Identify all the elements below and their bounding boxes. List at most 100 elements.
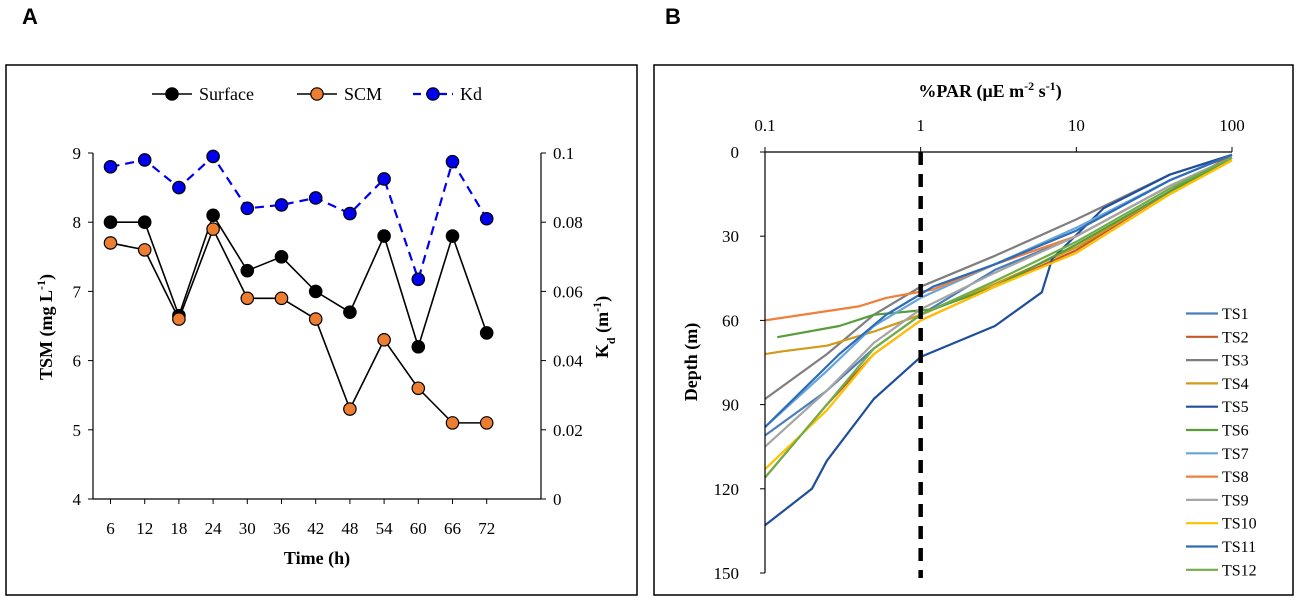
chart-a-y2tick-label: 0.02 (553, 421, 583, 440)
series-kd-point (206, 149, 220, 164)
series-surface-point (274, 249, 289, 264)
chart-a-ytick-label: 4 (73, 490, 82, 509)
series-surface-point (137, 215, 152, 229)
chart-b-legend: TS1 TS2 TS3 TS4 TS5 TS6 TS7 TS8 TS9 TS10 TS11 TS12 (1186, 306, 1257, 579)
chart-a-xtick-label: 42 (307, 519, 324, 538)
series-scm-point (411, 381, 426, 396)
legend-ts6-label: TS6 (1222, 423, 1249, 440)
chart-a-y2tick-label: 0.1 (553, 144, 574, 163)
series-kd-point (103, 160, 118, 174)
series-scm-point (137, 243, 152, 257)
chart-b: %PAR (μE m-2 s-1) 0.1 1 10 100 0 30 60 90 120 150… (681, 79, 1257, 583)
series-kd-point (479, 211, 494, 226)
chart-a-y2tick-label: 0.08 (553, 213, 583, 232)
series-scm-point (479, 416, 494, 430)
series-kd-point (308, 191, 323, 205)
chart-b-ytick-label: 120 (714, 480, 740, 499)
series-ts2-line (764, 153, 1233, 479)
panel-a-label: A (22, 4, 38, 29)
legend-ts1-label: TS1 (1222, 306, 1249, 323)
chart-b-ytick-label: 0 (731, 143, 740, 162)
series-scm-point (377, 333, 391, 347)
series-kd-point (445, 154, 460, 169)
series-kd-point (240, 201, 255, 216)
series-scm-point (343, 402, 357, 416)
chart-a-ytick-label: 8 (73, 213, 82, 232)
legend-kd-label: Kd (460, 84, 482, 104)
legend-scm-marker (310, 87, 324, 101)
chart-b-xtick-label: 1 (916, 116, 925, 135)
chart-a-xtick-label: 6 (106, 519, 115, 538)
chart-b-title: %PAR (μE m-2 s-1) (918, 79, 1061, 102)
chart-a-ytick-label: 6 (73, 352, 82, 371)
chart-a-xlabel: Time (h) (284, 548, 350, 569)
legend-ts8-label: TS8 (1222, 469, 1249, 486)
chart-a-xtick-label: 60 (410, 519, 427, 538)
series-surface-point (103, 215, 118, 229)
series-scm-point (274, 291, 289, 306)
chart-a-ytick-label: 5 (73, 421, 82, 440)
chart-a-ytick-label: 7 (73, 282, 82, 301)
chart-a-xtick-label: 30 (239, 519, 256, 538)
series-scm-point (172, 312, 186, 326)
legend-ts7-label: TS7 (1222, 446, 1249, 463)
chart-a-xtick-label: 48 (341, 519, 358, 538)
chart-a-y2tick-label: 0.06 (553, 282, 583, 301)
series-surface-point (479, 326, 494, 340)
series-kd-point (137, 153, 152, 167)
chart-a-xtick-label: 54 (376, 519, 394, 538)
series-ts12-line (764, 156, 1233, 479)
chart-b-xtick-label: 10 (1068, 116, 1085, 135)
chart-b-ylabel: Depth (m) (681, 323, 702, 402)
legend-surface-marker (165, 87, 179, 101)
legend-ts11-label: TS11 (1222, 539, 1256, 556)
series-kd-point (377, 172, 391, 186)
series-surface-point (411, 339, 426, 354)
chart-a-ylabel: TSM (mg L-1) (34, 274, 57, 380)
series-ts8-line (764, 156, 1233, 322)
chart-a-xtick-label: 66 (444, 519, 461, 538)
series-surface-point (343, 305, 357, 319)
chart-a-y2tick-label: 0.04 (553, 352, 583, 371)
chart-b-xtick-label: 0.1 (754, 116, 775, 135)
series-ts5-line (764, 153, 1233, 527)
series-kd-point (343, 206, 357, 221)
series-surface-point (445, 229, 460, 243)
chart-a-y2label: Kd (m-1) (590, 296, 618, 358)
series-ts11-line (764, 153, 1233, 428)
legend-ts2-label: TS2 (1222, 329, 1249, 346)
panel-b-label: B (665, 4, 681, 29)
series-kd-line (110, 154, 488, 283)
chart-a-ytick-label: 9 (73, 144, 82, 163)
legend-kd-marker (426, 87, 440, 101)
chart-a-y2tick-label: 0 (553, 490, 562, 509)
panel-a-frame (5, 64, 638, 596)
chart-b-ytick-label: 30 (722, 227, 739, 246)
series-ts9-line (764, 156, 1233, 448)
series-scm-point (103, 236, 118, 250)
series-ts10-line (764, 159, 1233, 470)
series-surface-point (377, 229, 391, 243)
chart-b-ytick-label: 60 (722, 311, 739, 330)
legend-surface-label: Surface (199, 84, 254, 104)
series-kd-point (274, 198, 289, 212)
series-scm-point (240, 291, 255, 306)
legend-ts9-label: TS9 (1222, 492, 1249, 509)
chart-a-xtick-label: 24 (205, 519, 223, 538)
chart-a-xtick-label: 18 (170, 519, 187, 538)
chart-a-xtick-label: 36 (273, 519, 290, 538)
series-kd-point (411, 272, 426, 287)
legend-ts12-label: TS12 (1222, 562, 1257, 579)
chart-a: 4 5 6 7 8 9 0 0.02 0.04 0.06 0.08 0.1 6 12 18 24 30 36 42 4… (34, 84, 618, 569)
chart-b-ytick-label: 90 (722, 396, 739, 415)
chart-b-ytick-label: 150 (714, 564, 740, 583)
series-scm-point (308, 312, 323, 326)
series-ts6-line (777, 156, 1233, 339)
chart-a-legend: Surface SCM Kd (152, 84, 482, 104)
chart-a-xtick-label: 12 (136, 519, 153, 538)
legend-scm-label: SCM (344, 84, 382, 104)
series-surface-point (308, 284, 323, 299)
legend-ts4-label: TS4 (1222, 376, 1249, 393)
series-surface-point (206, 208, 220, 223)
series-surface-point (240, 263, 255, 278)
